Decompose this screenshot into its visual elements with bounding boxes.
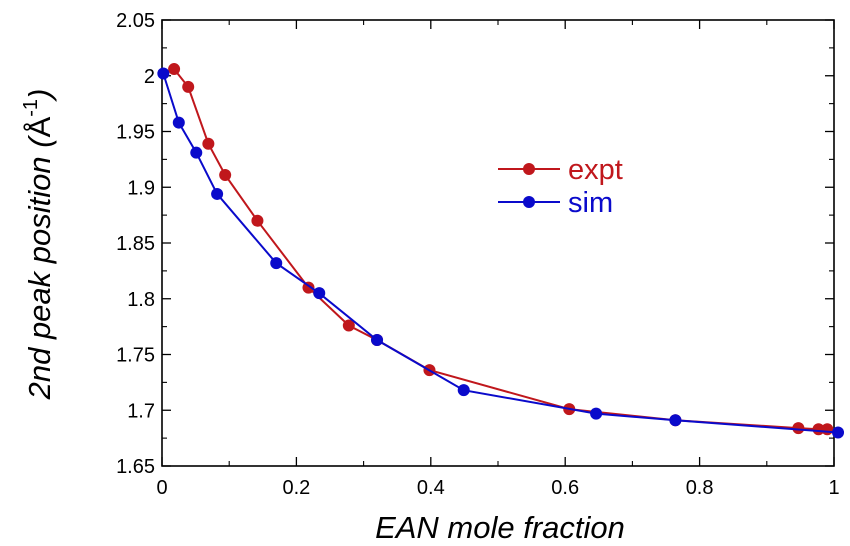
y-tick-label: 1.9 [127, 177, 155, 199]
y-axis-title: 2nd peak position (Å-1) [20, 89, 57, 401]
x-axis-title: EAN mole fraction [375, 510, 625, 545]
y-tick-label: 1.85 [116, 233, 155, 255]
data-point-expt [792, 422, 805, 435]
data-point-expt [168, 63, 181, 76]
data-point-sim [457, 384, 470, 397]
plot-area-border [161, 19, 835, 467]
x-tick-label: 0 [156, 477, 167, 499]
data-point-expt [251, 214, 264, 227]
data-point-expt [219, 168, 232, 181]
data-point-sim [832, 426, 845, 439]
data-point-sim [590, 407, 603, 420]
y-tick-label: 1.75 [116, 345, 155, 367]
y-tick-label: 1.95 [116, 122, 155, 144]
legend-marker-sim [523, 196, 535, 208]
data-point-expt [202, 137, 215, 150]
series-line-sim [162, 73, 839, 434]
data-point-expt [342, 319, 355, 332]
data-point-sim [669, 414, 682, 427]
axis-tick-labels: 0 0.2 0.4 0.6 0.8 1 1.65 1.7 1.75 1.8 1.85 1.9 1.95 2… [116, 10, 840, 499]
data-point-sim [371, 334, 384, 347]
data-point-sim [211, 187, 224, 200]
y-tick-label: 1.8 [127, 289, 155, 311]
y-axis-title-unit: Å [22, 116, 57, 137]
x-tick-label: 0.2 [282, 477, 310, 499]
y-tick-label: 1.7 [127, 400, 155, 422]
y-axis-title-exponent: -1 [20, 99, 42, 117]
data-point-expt [821, 423, 834, 436]
y-tick-label: 2.05 [116, 10, 155, 32]
legend-label-expt: expt [568, 154, 623, 186]
data-point-sim [313, 287, 326, 300]
series-line-expt [173, 68, 828, 431]
data-point-sim [157, 67, 170, 80]
x-tick-label: 0.4 [417, 477, 445, 499]
legend-label-sim: sim [568, 187, 613, 219]
data-point-expt [182, 80, 195, 93]
legend-marker-expt [523, 163, 535, 175]
data-point-sim [270, 257, 283, 270]
legend: expt sim [498, 154, 623, 219]
data-point-sim [190, 146, 203, 159]
x-tick-label: 0.6 [551, 477, 579, 499]
x-tick-label: 1 [828, 477, 839, 499]
axis-ticks [161, 19, 835, 467]
y-axis-title-suffix: ) [22, 89, 57, 103]
x-tick-label: 0.8 [686, 477, 714, 499]
data-point-sim [172, 116, 185, 129]
data-series [157, 63, 845, 439]
y-tick-label: 1.65 [116, 456, 155, 478]
plot-frame [161, 19, 835, 467]
y-axis-title-prefix: 2nd peak position ( [22, 135, 57, 401]
y-tick-label: 2 [144, 66, 155, 88]
